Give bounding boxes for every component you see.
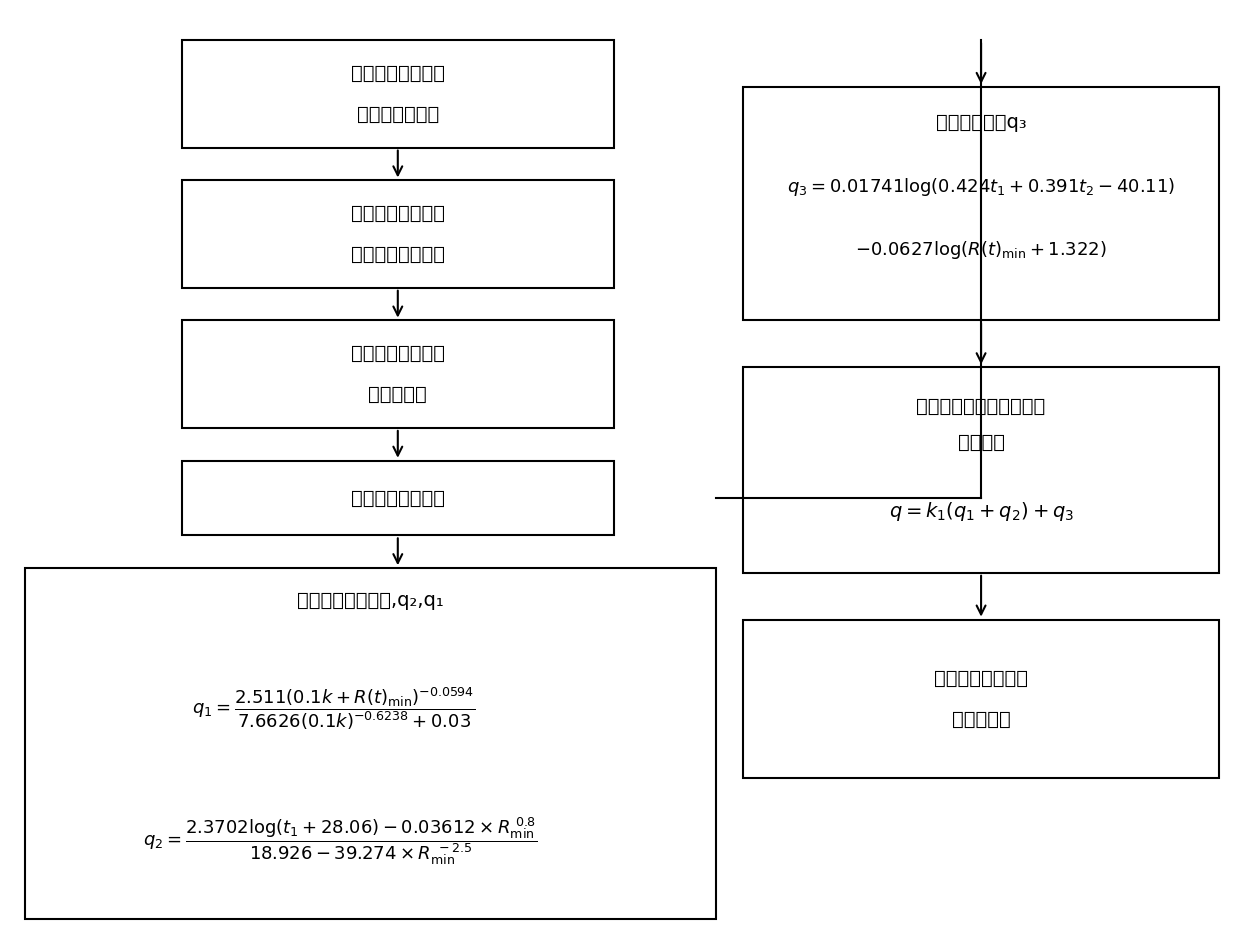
Text: 土壤电阻非线性特: 土壤电阻非线性特 [934, 669, 1028, 688]
Bar [182, 40, 614, 148]
Text: 评判因数: 评判因数 [957, 432, 1004, 451]
Text: 计算土壤电阻非线性特性: 计算土壤电阻非线性特性 [916, 397, 1045, 416]
Text: 滴灌系统控制土壤: 滴灌系统控制土壤 [351, 344, 445, 363]
Text: 性程度评判: 性程度评判 [952, 710, 1011, 729]
Bar [744, 368, 1219, 572]
Text: 计算负荷评判因子,q₂,q₁: 计算负荷评判因子,q₂,q₁ [298, 591, 444, 610]
Bar [744, 86, 1219, 321]
Text: $q_2 = \dfrac{2.3702\log(t_1 + 28.06) - 0.03612 \times R_{\min}^{\ 0.8}}{18.926 : $q_2 = \dfrac{2.3702\log(t_1 + 28.06) - … [143, 816, 537, 868]
Text: 试箱填充被测土壤: 试箱填充被测土壤 [351, 245, 445, 264]
Text: 电源加压采集数据: 电源加压采集数据 [351, 489, 445, 508]
Text: 性特性试验系统: 性特性试验系统 [357, 105, 439, 124]
Text: $q_1 = \dfrac{2.511(0.1k + R(t)_{\min})^{-0.0594}}{7.6626(0.1k)^{-0.6238} + 0.03: $q_1 = \dfrac{2.511(0.1k + R(t)_{\min})^… [192, 685, 475, 731]
Text: $q = k_1(q_1 + q_2) + q_3$: $q = k_1(q_1 + q_2) + q_3$ [889, 500, 1074, 523]
Bar [182, 180, 614, 288]
Bar [744, 619, 1219, 778]
Text: 计算评判余项q₃: 计算评判余项q₃ [936, 113, 1027, 132]
Bar [182, 461, 614, 536]
Bar [25, 568, 717, 918]
Text: 土壤非线性特性测: 土壤非线性特性测 [351, 204, 445, 223]
Bar [182, 321, 614, 428]
Text: 至待测湿度: 至待测湿度 [368, 385, 427, 404]
Text: $- 0.0627\log(R(t)_{\min} + 1.322)$: $- 0.0627\log(R(t)_{\min} + 1.322)$ [856, 240, 1107, 261]
Text: 搭建土壤电阻非线: 搭建土壤电阻非线 [351, 64, 445, 83]
Text: $q_3 = 0.01741\log(0.424t_1 + 0.391t_2 - 40.11)$: $q_3 = 0.01741\log(0.424t_1 + 0.391t_2 -… [787, 177, 1176, 198]
